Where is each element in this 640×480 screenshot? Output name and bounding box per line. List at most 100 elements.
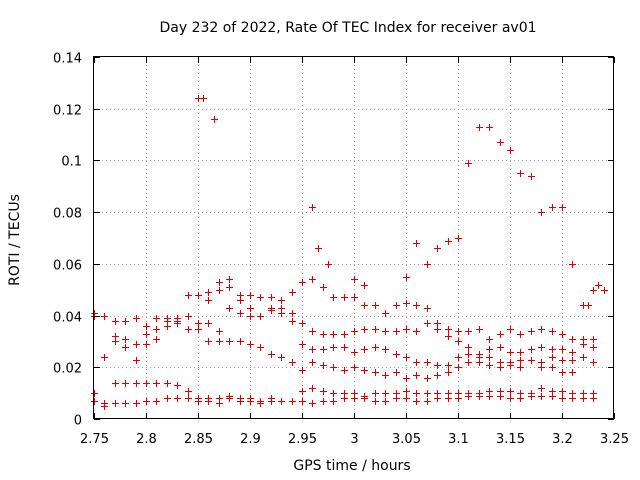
data-point <box>112 338 119 345</box>
data-point <box>164 380 171 387</box>
data-point <box>595 282 602 289</box>
data-point <box>133 400 140 407</box>
data-point <box>465 160 472 167</box>
data-point <box>590 359 597 366</box>
data-point <box>278 297 285 304</box>
data-point <box>257 313 264 320</box>
data-point <box>559 346 566 353</box>
data-point <box>320 388 327 395</box>
data-point <box>195 326 202 333</box>
data-point <box>330 364 337 371</box>
x-tick-label: 3.25 <box>600 432 629 447</box>
data-point <box>382 346 389 353</box>
data-point <box>403 274 410 281</box>
data-point <box>122 318 129 325</box>
data-point <box>216 400 223 407</box>
data-point <box>517 331 524 338</box>
data-point <box>403 326 410 333</box>
x-tick-label: 2.75 <box>80 432 109 447</box>
data-point <box>216 328 223 335</box>
axis-ticks <box>94 57 615 420</box>
data-point <box>569 390 576 397</box>
data-point <box>486 346 493 353</box>
data-point <box>476 124 483 131</box>
x-tick-label: 2.85 <box>184 432 213 447</box>
data-point <box>247 305 254 312</box>
data-point <box>486 336 493 343</box>
x-tick-labels: 2.75 2.8 2.85 2.9 2.95 3 3.05 3.1 3.15 3.2 3.25 <box>80 432 629 447</box>
data-point <box>143 380 150 387</box>
data-point <box>205 289 212 296</box>
data-point <box>434 362 441 369</box>
data-point <box>424 305 431 312</box>
data-point <box>538 393 545 400</box>
data-point <box>497 364 504 371</box>
data-point <box>237 297 244 304</box>
data-point <box>185 395 192 402</box>
data-point <box>372 390 379 397</box>
data-point <box>445 390 452 397</box>
data-point <box>205 297 212 304</box>
y-tick-label: 0.02 <box>53 362 82 377</box>
data-point <box>455 354 462 361</box>
data-point <box>268 294 275 301</box>
data-point <box>569 369 576 376</box>
data-point <box>351 349 358 356</box>
data-point <box>507 362 514 369</box>
data-point <box>216 279 223 286</box>
data-point <box>351 328 358 335</box>
data-point <box>476 359 483 366</box>
plot-frame <box>93 56 614 419</box>
data-point <box>538 344 545 351</box>
data-point <box>372 398 379 405</box>
data-point <box>205 320 212 327</box>
x-tick-label: 3.1 <box>448 432 469 447</box>
data-point <box>538 209 545 216</box>
data-point <box>91 398 98 405</box>
data-point <box>325 261 332 268</box>
data-point <box>174 395 181 402</box>
data-point <box>424 359 431 366</box>
data-point <box>226 393 233 400</box>
data-point <box>341 367 348 374</box>
data-point <box>507 395 514 402</box>
data-point <box>538 364 545 371</box>
data-point <box>257 294 264 301</box>
data-point <box>226 284 233 291</box>
data-point <box>528 173 535 180</box>
data-point <box>403 388 410 395</box>
data-point <box>413 240 420 247</box>
data-point <box>497 344 504 351</box>
data-point <box>205 338 212 345</box>
data-point <box>580 341 587 348</box>
data-point <box>216 287 223 294</box>
data-point <box>361 393 368 400</box>
data-point <box>590 344 597 351</box>
data-point <box>309 328 316 335</box>
x-tick-label: 2.9 <box>240 432 261 447</box>
data-point <box>289 310 296 317</box>
data-point <box>289 359 296 366</box>
data-point <box>434 245 441 252</box>
data-point <box>507 349 514 356</box>
data-point <box>465 328 472 335</box>
data-point <box>549 346 556 353</box>
data-point <box>278 305 285 312</box>
data-point <box>569 261 576 268</box>
data-point <box>341 390 348 397</box>
data-point <box>289 318 296 325</box>
data-point <box>559 331 566 338</box>
data-point <box>549 354 556 361</box>
data-point <box>445 362 452 369</box>
data-point <box>424 390 431 397</box>
data-point <box>413 390 420 397</box>
x-tick-label: 2.95 <box>288 432 317 447</box>
data-point <box>465 351 472 358</box>
data-point <box>205 398 212 405</box>
data-point <box>153 380 160 387</box>
data-point <box>320 284 327 291</box>
data-point <box>590 390 597 397</box>
data-point <box>486 124 493 131</box>
data-point <box>361 282 368 289</box>
